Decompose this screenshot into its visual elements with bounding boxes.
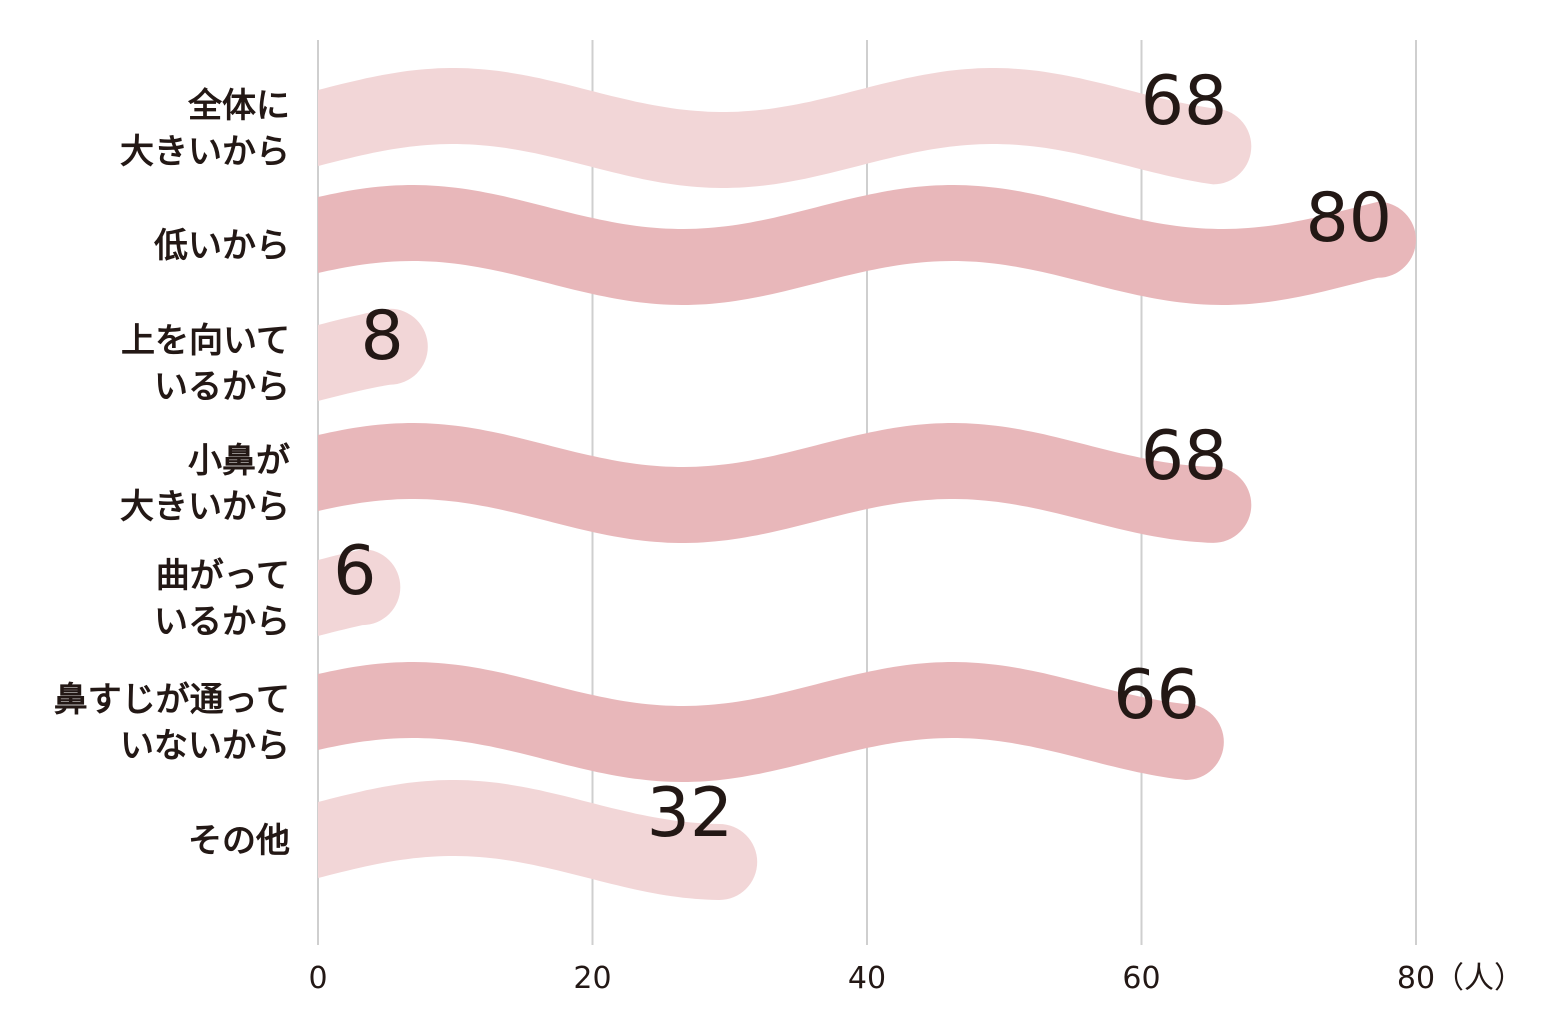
bar-4	[318, 423, 1252, 543]
category-label: 上を向いて	[121, 321, 290, 361]
x-tick-label: 20	[573, 961, 611, 996]
value-label: 66	[1113, 656, 1200, 735]
category-label: 全体に	[187, 86, 290, 126]
value-label: 32	[647, 774, 734, 853]
category-label: 鼻すじが通って	[54, 680, 290, 720]
unit-label: （人）	[1434, 961, 1524, 996]
x-axis-ticks: 0 20 40 60 80（人）	[308, 961, 1524, 996]
bar-7	[318, 780, 758, 900]
bar-3	[318, 308, 428, 401]
category-label: 大きいから	[120, 487, 290, 527]
value-label: 8	[361, 297, 404, 376]
bar-2	[318, 185, 1416, 305]
category-label: いるから	[154, 367, 290, 407]
bar-6	[318, 662, 1224, 782]
value-label: 68	[1141, 62, 1228, 141]
category-label: 曲がって	[156, 556, 290, 596]
category-label: いるから	[154, 602, 290, 642]
bar-5	[318, 549, 401, 636]
category-label: いないから	[120, 726, 290, 766]
x-tick-label: 40	[848, 961, 886, 996]
category-label: その他	[188, 821, 290, 861]
value-label: 6	[333, 532, 376, 611]
value-label: 68	[1141, 417, 1228, 496]
bar-1	[318, 68, 1252, 188]
x-tick-label: 60	[1122, 961, 1160, 996]
x-tick-label: 0	[308, 961, 327, 996]
x-tick-label: 80	[1397, 961, 1435, 996]
category-label: 低いから	[154, 226, 290, 266]
category-label: 大きいから	[120, 132, 290, 172]
value-label: 80	[1305, 179, 1392, 258]
bars	[318, 68, 1416, 900]
category-label: 小鼻が	[188, 441, 290, 481]
category-labels: 全体に大きいから低いから上を向いているから小鼻が大きいから曲がっているから鼻すじ…	[54, 86, 290, 861]
